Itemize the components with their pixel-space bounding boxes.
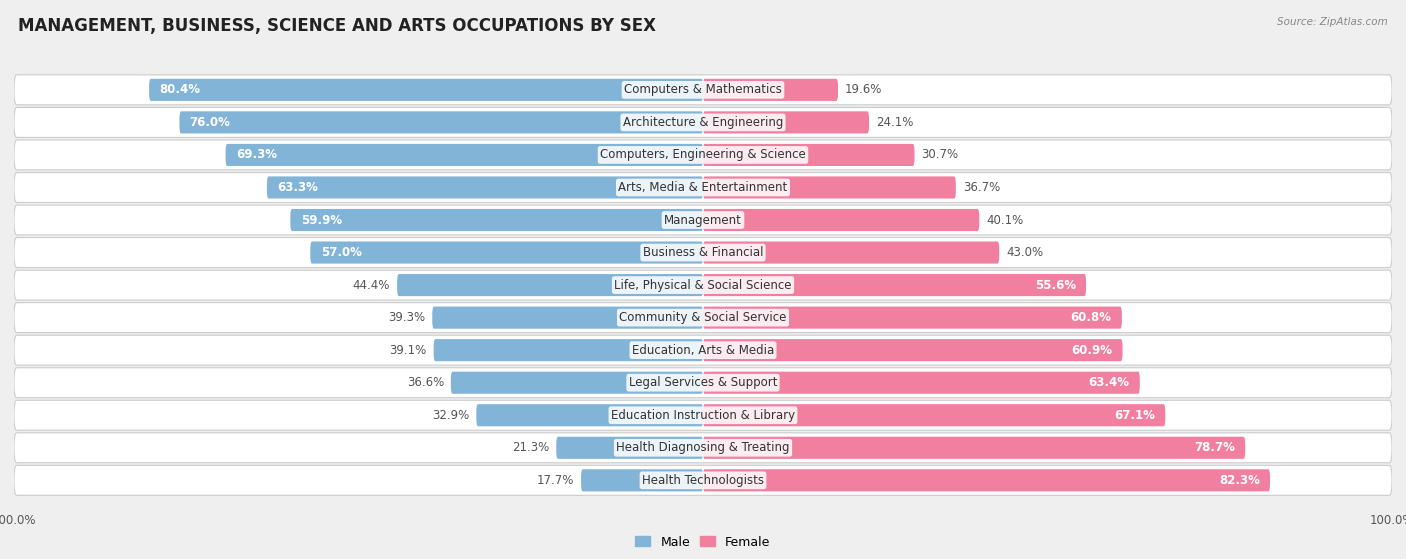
Text: Computers, Engineering & Science: Computers, Engineering & Science: [600, 149, 806, 162]
FancyBboxPatch shape: [149, 79, 703, 101]
Text: 39.1%: 39.1%: [389, 344, 427, 357]
FancyBboxPatch shape: [14, 433, 1392, 463]
FancyBboxPatch shape: [14, 173, 1392, 202]
FancyBboxPatch shape: [703, 306, 1122, 329]
Text: Arts, Media & Entertainment: Arts, Media & Entertainment: [619, 181, 787, 194]
FancyBboxPatch shape: [14, 75, 1392, 105]
Text: 78.7%: 78.7%: [1194, 441, 1234, 454]
FancyBboxPatch shape: [703, 111, 869, 134]
FancyBboxPatch shape: [703, 144, 914, 166]
Text: 69.3%: 69.3%: [236, 149, 277, 162]
FancyBboxPatch shape: [703, 241, 1000, 264]
Text: 21.3%: 21.3%: [512, 441, 550, 454]
FancyBboxPatch shape: [290, 209, 703, 231]
Text: Architecture & Engineering: Architecture & Engineering: [623, 116, 783, 129]
FancyBboxPatch shape: [581, 469, 703, 491]
FancyBboxPatch shape: [433, 339, 703, 361]
Text: 40.1%: 40.1%: [986, 214, 1024, 226]
FancyBboxPatch shape: [703, 209, 979, 231]
Text: 55.6%: 55.6%: [1035, 278, 1076, 292]
Text: 36.7%: 36.7%: [963, 181, 1000, 194]
Text: Community & Social Service: Community & Social Service: [619, 311, 787, 324]
Text: MANAGEMENT, BUSINESS, SCIENCE AND ARTS OCCUPATIONS BY SEX: MANAGEMENT, BUSINESS, SCIENCE AND ARTS O…: [18, 17, 657, 35]
FancyBboxPatch shape: [703, 372, 1140, 394]
FancyBboxPatch shape: [14, 140, 1392, 170]
FancyBboxPatch shape: [703, 274, 1085, 296]
Text: 32.9%: 32.9%: [432, 409, 470, 421]
Text: Life, Physical & Social Science: Life, Physical & Social Science: [614, 278, 792, 292]
FancyBboxPatch shape: [311, 241, 703, 264]
FancyBboxPatch shape: [703, 177, 956, 198]
FancyBboxPatch shape: [14, 205, 1392, 235]
FancyBboxPatch shape: [14, 107, 1392, 138]
FancyBboxPatch shape: [14, 270, 1392, 300]
FancyBboxPatch shape: [703, 404, 1166, 427]
Text: 63.4%: 63.4%: [1088, 376, 1129, 389]
Text: Management: Management: [664, 214, 742, 226]
Text: 30.7%: 30.7%: [921, 149, 959, 162]
Text: 43.0%: 43.0%: [1007, 246, 1043, 259]
FancyBboxPatch shape: [477, 404, 703, 427]
Text: Business & Financial: Business & Financial: [643, 246, 763, 259]
Text: Computers & Mathematics: Computers & Mathematics: [624, 83, 782, 96]
FancyBboxPatch shape: [703, 437, 1246, 459]
Text: Health Technologists: Health Technologists: [643, 474, 763, 487]
FancyBboxPatch shape: [14, 400, 1392, 430]
FancyBboxPatch shape: [703, 339, 1122, 361]
Text: 19.6%: 19.6%: [845, 83, 883, 96]
FancyBboxPatch shape: [14, 335, 1392, 365]
Text: 24.1%: 24.1%: [876, 116, 914, 129]
Text: 17.7%: 17.7%: [537, 474, 574, 487]
Text: 82.3%: 82.3%: [1219, 474, 1260, 487]
FancyBboxPatch shape: [557, 437, 703, 459]
Text: 36.6%: 36.6%: [406, 376, 444, 389]
Text: Legal Services & Support: Legal Services & Support: [628, 376, 778, 389]
Text: 57.0%: 57.0%: [321, 246, 361, 259]
Text: 39.3%: 39.3%: [388, 311, 426, 324]
Text: 80.4%: 80.4%: [159, 83, 201, 96]
FancyBboxPatch shape: [225, 144, 703, 166]
Legend: Male, Female: Male, Female: [630, 530, 776, 553]
Text: 60.8%: 60.8%: [1070, 311, 1112, 324]
FancyBboxPatch shape: [267, 177, 703, 198]
Text: Source: ZipAtlas.com: Source: ZipAtlas.com: [1277, 17, 1388, 27]
Text: 59.9%: 59.9%: [301, 214, 342, 226]
FancyBboxPatch shape: [14, 465, 1392, 495]
Text: Education, Arts & Media: Education, Arts & Media: [631, 344, 775, 357]
FancyBboxPatch shape: [451, 372, 703, 394]
Text: 76.0%: 76.0%: [190, 116, 231, 129]
Text: 60.9%: 60.9%: [1071, 344, 1112, 357]
FancyBboxPatch shape: [14, 368, 1392, 397]
FancyBboxPatch shape: [432, 306, 703, 329]
Text: Health Diagnosing & Treating: Health Diagnosing & Treating: [616, 441, 790, 454]
FancyBboxPatch shape: [180, 111, 703, 134]
FancyBboxPatch shape: [396, 274, 703, 296]
FancyBboxPatch shape: [14, 302, 1392, 333]
Text: Education Instruction & Library: Education Instruction & Library: [612, 409, 794, 421]
FancyBboxPatch shape: [703, 79, 838, 101]
FancyBboxPatch shape: [14, 238, 1392, 268]
Text: 44.4%: 44.4%: [353, 278, 391, 292]
Text: 63.3%: 63.3%: [277, 181, 318, 194]
FancyBboxPatch shape: [703, 469, 1270, 491]
Text: 67.1%: 67.1%: [1114, 409, 1154, 421]
